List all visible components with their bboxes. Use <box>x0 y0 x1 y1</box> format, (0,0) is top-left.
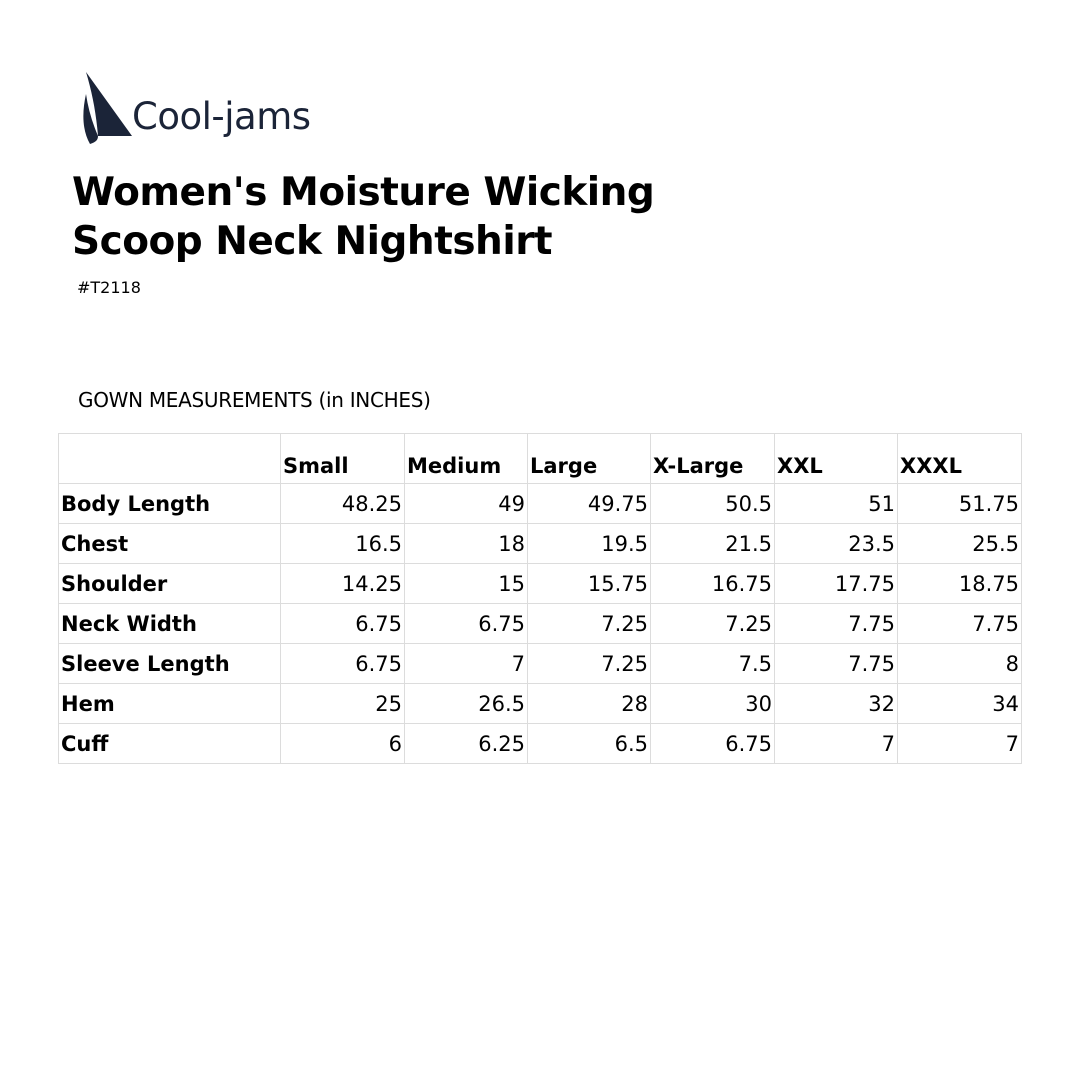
column-header: X-Large <box>650 433 775 484</box>
column-header: XXL <box>774 433 898 484</box>
column-header: Small <box>280 433 405 484</box>
measurement-cell: 18 <box>404 523 528 564</box>
row-label: Cuff <box>58 723 281 764</box>
measurement-cell: 7.25 <box>527 643 651 684</box>
measurement-cell: 7.75 <box>774 643 898 684</box>
measurement-cell: 8 <box>897 643 1022 684</box>
column-header: Large <box>527 433 651 484</box>
sailboat-icon <box>83 71 132 144</box>
table-row: Cuff 6 6.25 6.5 6.75 7 7 <box>58 723 1022 764</box>
measurement-cell: 6.5 <box>527 723 651 764</box>
measurement-cell: 16.75 <box>650 563 775 604</box>
measurement-cell: 17.75 <box>774 563 898 604</box>
measurement-cell: 51.75 <box>897 483 1022 524</box>
measurement-cell: 7.25 <box>527 603 651 644</box>
measurement-cell: 15.75 <box>527 563 651 604</box>
measurement-cell: 51 <box>774 483 898 524</box>
section-title: GOWN MEASUREMENTS (in INCHES) <box>78 388 431 412</box>
row-label: Sleeve Length <box>58 643 281 684</box>
title-line-1: Women's Moisture Wicking <box>72 170 655 215</box>
measurement-cell: 25.5 <box>897 523 1022 564</box>
measurement-cell: 16.5 <box>280 523 405 564</box>
row-label: Shoulder <box>58 563 281 604</box>
measurement-cell: 19.5 <box>527 523 651 564</box>
measurement-cell: 6.75 <box>404 603 528 644</box>
size-chart-table: Small Medium Large X-Large XXL XXXL Body Leng… <box>58 433 1022 764</box>
table-row: Chest 16.5 18 19.5 21.5 23.5 25.5 <box>58 523 1022 564</box>
table-row: Neck Width 6.75 6.75 7.25 7.25 7.75 7.75 <box>58 603 1022 644</box>
measurement-cell: 6.75 <box>280 603 405 644</box>
table-row: Sleeve Length 6.75 7 7.25 7.5 7.75 8 <box>58 643 1022 684</box>
column-header: Medium <box>404 433 528 484</box>
row-label: Neck Width <box>58 603 281 644</box>
column-header: XXXL <box>897 433 1022 484</box>
measurement-cell: 7 <box>404 643 528 684</box>
measurement-cell: 6 <box>280 723 405 764</box>
measurement-cell: 23.5 <box>774 523 898 564</box>
measurement-cell: 21.5 <box>650 523 775 564</box>
measurement-cell: 7.25 <box>650 603 775 644</box>
measurement-cell: 7.75 <box>774 603 898 644</box>
measurement-cell: 6.25 <box>404 723 528 764</box>
measurement-cell: 14.25 <box>280 563 405 604</box>
table-row: Shoulder 14.25 15 15.75 16.75 17.75 18.75 <box>58 563 1022 604</box>
title-line-2: Scoop Neck Nightshirt <box>72 219 553 264</box>
measurement-cell: 50.5 <box>650 483 775 524</box>
measurement-cell: 34 <box>897 683 1022 724</box>
measurement-cell: 30 <box>650 683 775 724</box>
header-corner <box>58 433 281 484</box>
table-row: Hem 25 26.5 28 30 32 34 <box>58 683 1022 724</box>
product-sku: #T2118 <box>77 278 141 297</box>
measurement-cell: 32 <box>774 683 898 724</box>
product-title: Women's Moisture Wicking Scoop Neck Nigh… <box>72 168 655 266</box>
measurement-cell: 18.75 <box>897 563 1022 604</box>
measurement-cell: 49.75 <box>527 483 651 524</box>
table-row: Body Length 48.25 49 49.75 50.5 51 51.75 <box>58 483 1022 524</box>
measurement-cell: 7 <box>897 723 1022 764</box>
measurement-cell: 49 <box>404 483 528 524</box>
measurement-cell: 15 <box>404 563 528 604</box>
measurement-cell: 6.75 <box>280 643 405 684</box>
brand-name: Cool-jams <box>132 95 311 138</box>
measurement-cell: 7.5 <box>650 643 775 684</box>
measurement-cell: 7 <box>774 723 898 764</box>
brand-logo: Cool-jams <box>82 70 311 145</box>
table-header-row: Small Medium Large X-Large XXL XXXL <box>58 433 1022 484</box>
row-label: Chest <box>58 523 281 564</box>
measurement-cell: 48.25 <box>280 483 405 524</box>
row-label: Body Length <box>58 483 281 524</box>
measurement-cell: 7.75 <box>897 603 1022 644</box>
measurement-cell: 6.75 <box>650 723 775 764</box>
measurement-cell: 26.5 <box>404 683 528 724</box>
measurement-cell: 28 <box>527 683 651 724</box>
row-label: Hem <box>58 683 281 724</box>
measurement-cell: 25 <box>280 683 405 724</box>
